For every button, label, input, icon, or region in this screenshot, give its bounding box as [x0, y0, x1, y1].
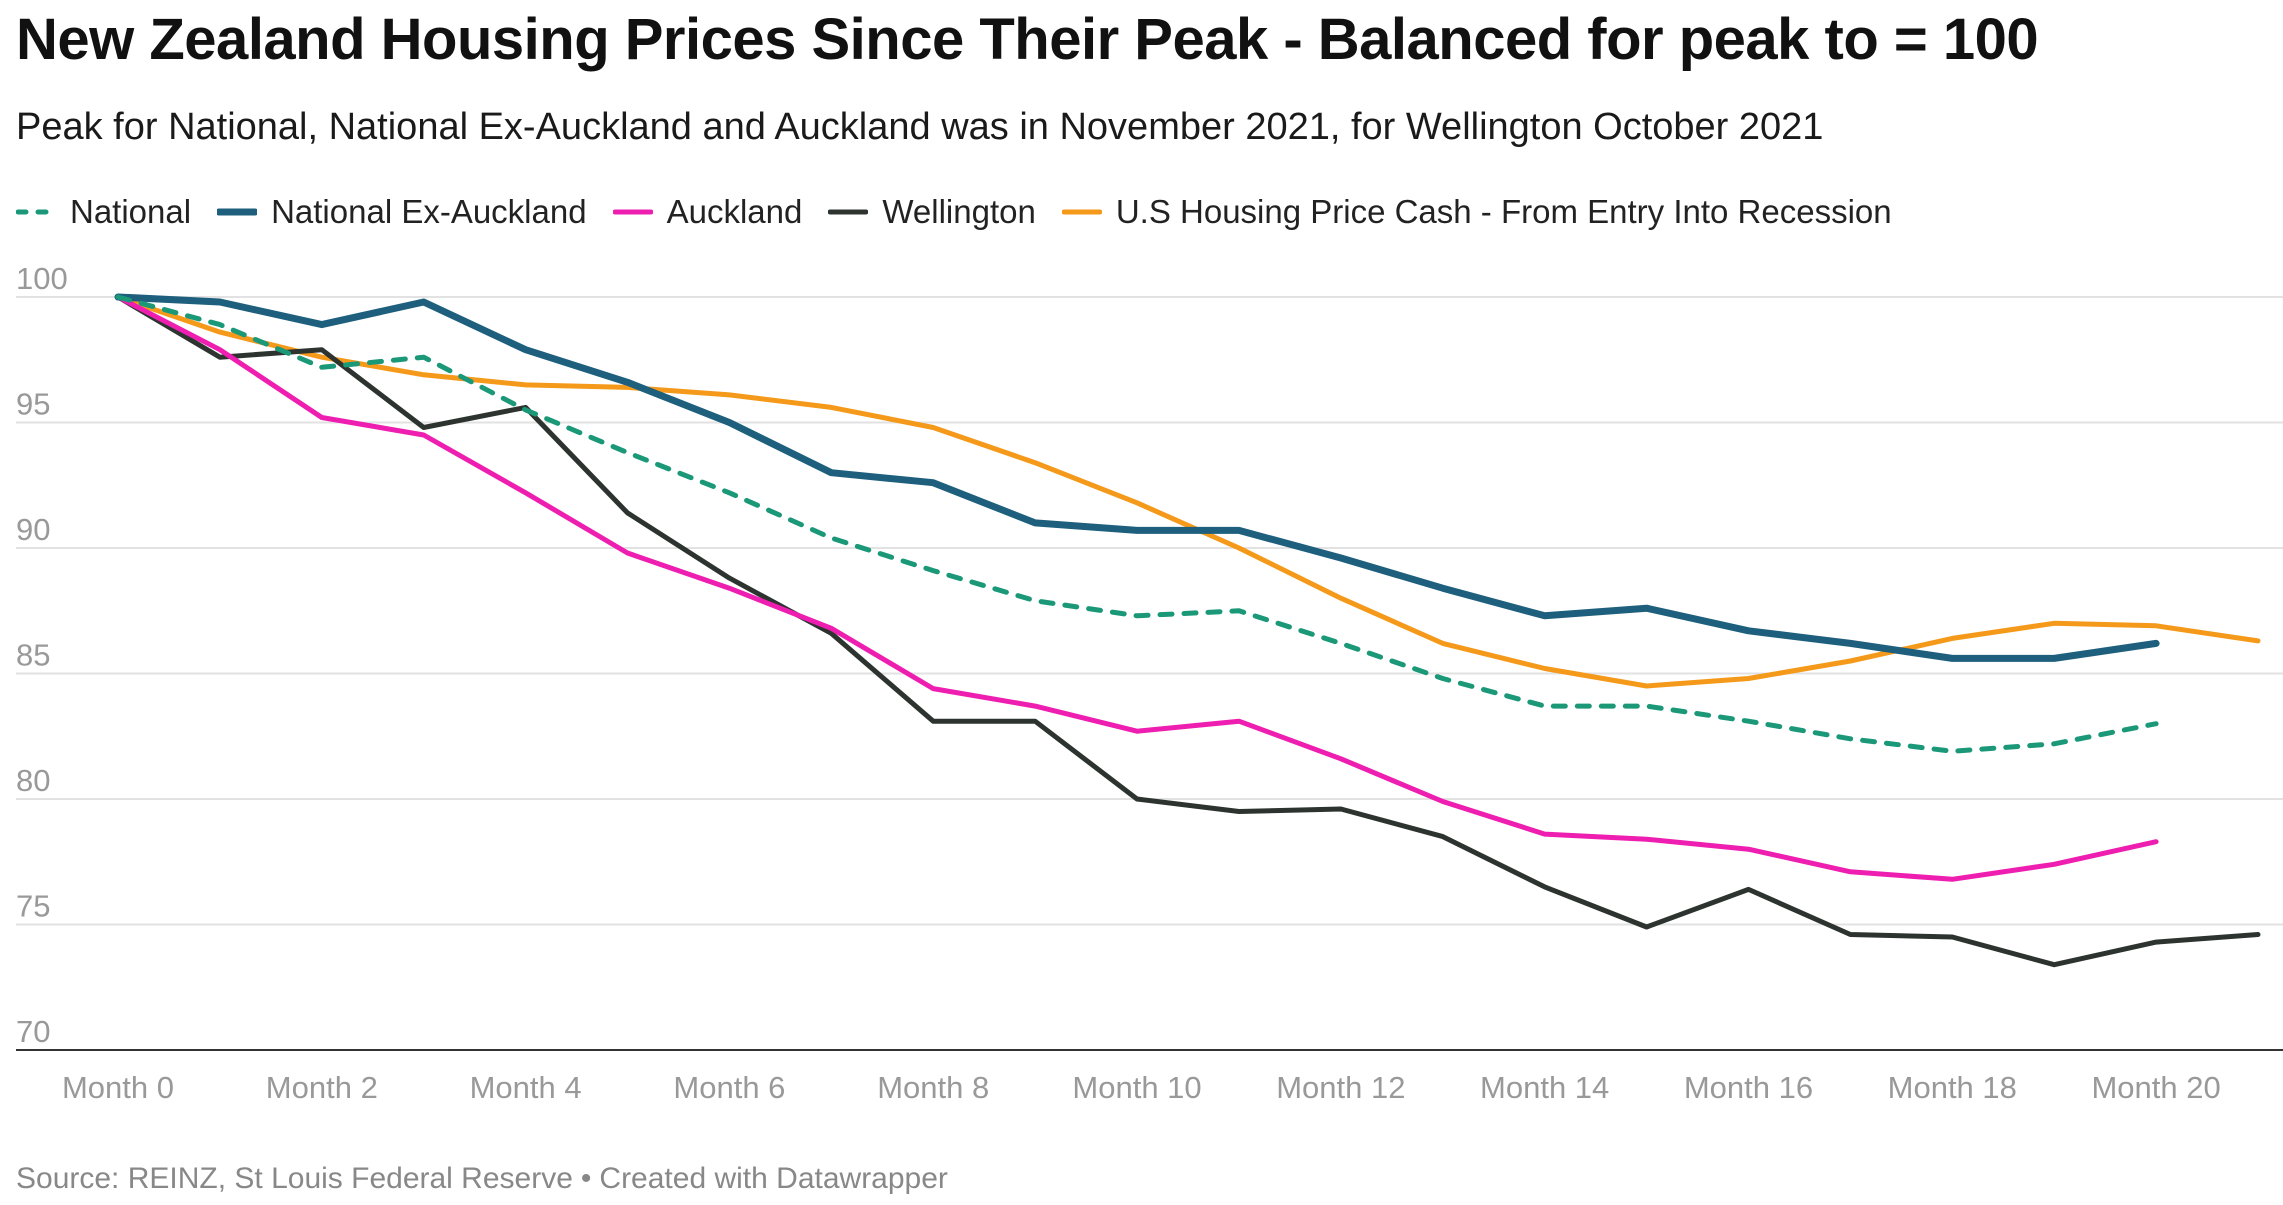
x-tick-label: Month 2	[266, 1070, 378, 1105]
chart-subtitle: Peak for National, National Ex-Auckland …	[16, 106, 1824, 148]
credit-note: Created with Datawrapper	[599, 1162, 948, 1195]
legend-item: National	[16, 193, 191, 231]
x-tick-label: Month 14	[1480, 1070, 1609, 1105]
chart-footer: Source: REINZ, St Louis Federal Reserve •…	[16, 1162, 948, 1196]
legend-item: Wellington	[828, 193, 1036, 231]
x-tick-label: Month 8	[877, 1070, 989, 1105]
legend-item: Auckland	[612, 193, 803, 231]
series-line-u-s-housing-price-cash-from-entry-into-recession	[115, 294, 2261, 689]
x-tick-label: Month 0	[62, 1070, 174, 1105]
legend-label: Auckland	[666, 193, 803, 230]
x-tick-label: Month 10	[1072, 1070, 1201, 1105]
legend-item: U.S Housing Price Cash - From Entry Into…	[1061, 193, 1892, 231]
chart-title: New Zealand Housing Prices Since Their P…	[16, 7, 2039, 72]
chart-legend: National National Ex-Auckland Auckland Well…	[16, 193, 1918, 231]
legend-swatch	[612, 207, 653, 217]
series-line-wellington	[115, 294, 2261, 968]
y-tick-label: 70	[16, 1014, 50, 1049]
legend-label: U.S Housing Price Cash - From Entry Into…	[1115, 193, 1892, 230]
x-tick-label: Month 6	[673, 1070, 785, 1105]
legend-label: Wellington	[882, 193, 1036, 230]
y-axis-tick-labels: 70 75 80 85 90 95 100	[16, 261, 68, 1049]
x-tick-label: Month 12	[1276, 1070, 1405, 1105]
footer-separator: •	[580, 1162, 592, 1195]
x-tick-label: Month 4	[470, 1070, 582, 1105]
y-tick-label: 100	[16, 261, 68, 296]
y-tick-label: 95	[16, 387, 50, 422]
y-tick-label: 75	[16, 889, 50, 924]
legend-swatch	[217, 207, 258, 217]
legend-swatch	[828, 207, 869, 217]
legend-label: National	[70, 193, 192, 230]
y-tick-label: 80	[16, 763, 50, 798]
chart-series	[114, 293, 2261, 968]
source-note: Source: REINZ, St Louis Federal Reserve	[16, 1162, 573, 1195]
legend-item: National Ex-Auckland	[217, 193, 587, 231]
y-tick-label: 85	[16, 638, 50, 673]
legend-swatch	[1061, 207, 1102, 217]
series-line-national-ex-auckland	[114, 293, 2160, 662]
chart-gridlines	[16, 296, 2283, 1051]
x-axis-tick-labels: Month 0 Month 2 Month 4 Month 6 Month 8 Month…	[62, 1070, 2221, 1105]
series-line-national	[115, 294, 2159, 754]
x-tick-label: Month 16	[1684, 1070, 1813, 1105]
legend-label: National Ex-Auckland	[271, 193, 587, 230]
x-tick-label: Month 18	[1888, 1070, 2017, 1105]
x-tick-label: Month 20	[2091, 1070, 2220, 1105]
series-line-auckland	[115, 294, 2159, 882]
y-tick-label: 90	[16, 512, 50, 547]
legend-swatch	[16, 207, 56, 217]
